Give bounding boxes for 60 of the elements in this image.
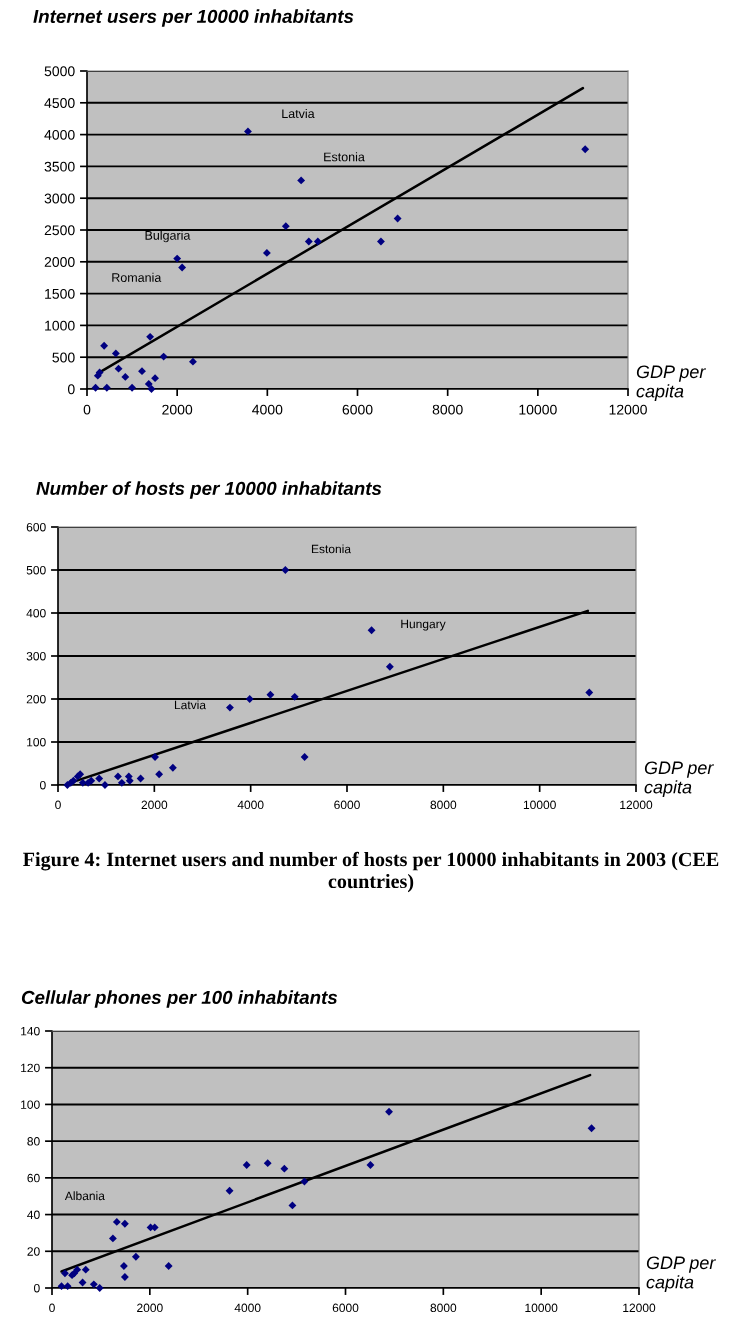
x-tick-label: 2000 [162, 404, 193, 415]
y-tick-label: 140 [21, 1026, 40, 1036]
y-tick-label: 100 [27, 737, 46, 747]
y-tick-label: 120 [21, 1063, 40, 1073]
y-tick-label: 300 [26, 651, 46, 661]
chart-title: Cellular phones per 100 inhabitants [21, 990, 338, 1008]
annotation: Albania [64, 1191, 105, 1201]
x-axis-title: GDP per capita [646, 1256, 716, 1293]
y-tick-label: 5000 [44, 66, 75, 77]
y-tick-label: 600 [26, 522, 46, 532]
x-tick-label: 6000 [334, 800, 360, 810]
caption: Figure 4: Internet users and number of hosts per 10000 inhabitants in 2003 (CEE countries) [23, 851, 719, 893]
y-tick-label: 0 [39, 780, 46, 790]
x-tick-label: 6000 [332, 1303, 359, 1313]
annotation: Estonia [324, 152, 365, 162]
x-tick-label: 2000 [137, 1303, 163, 1313]
x-tick-label: 10000 [523, 800, 556, 810]
x-tick-label: 4000 [252, 404, 283, 415]
y-tick-label: 0 [33, 1283, 40, 1293]
x-tick-label: 8000 [430, 1303, 457, 1313]
x-tick-label: 12000 [620, 800, 653, 810]
x-tick-label: 8000 [430, 800, 457, 810]
y-tick-label: 40 [27, 1210, 40, 1220]
y-tick-label: 200 [26, 694, 46, 704]
y-tick-label: 3000 [44, 193, 75, 204]
y-tick-label: 1000 [45, 320, 75, 331]
x-tick-label: 4000 [234, 1303, 261, 1313]
y-tick-label: 4500 [44, 98, 75, 109]
annotation: Bulgaria [145, 230, 191, 243]
y-tick-label: 400 [26, 608, 46, 618]
annotation: Hungary [401, 619, 446, 631]
y-tick-label: 500 [26, 565, 46, 575]
y-tick-label: 60 [27, 1173, 40, 1183]
x-axis-title: GDP per capita [636, 365, 706, 402]
x-tick-label: 0 [83, 404, 91, 415]
annotation: Latvia [282, 108, 315, 119]
x-tick-label: 10000 [525, 1303, 558, 1313]
y-tick-label: 1500 [45, 288, 75, 299]
x-axis-title: GDP per capita [644, 761, 714, 798]
y-tick-label: 2500 [44, 225, 75, 236]
x-tick-label: 10000 [519, 404, 557, 415]
x-tick-label: 6000 [342, 404, 373, 415]
y-tick-label: 80 [27, 1137, 40, 1146]
y-tick-label: 100 [21, 1100, 40, 1109]
x-tick-label: 4000 [237, 800, 264, 810]
annotation: Romania [112, 272, 162, 282]
y-tick-label: 4000 [44, 129, 75, 140]
x-tick-label: 12000 [609, 404, 647, 415]
chart-title: Internet users per 10000 inhabitants [33, 9, 354, 27]
y-tick-label: 3500 [44, 161, 75, 172]
x-tick-label: 2000 [141, 800, 168, 810]
x-tick-label: 8000 [432, 404, 463, 415]
annotation: Latvia [174, 700, 207, 710]
chart-title: Number of hosts per 10000 inhabitants [36, 481, 382, 499]
annotation: Estonia [311, 544, 352, 554]
x-tick-label: 12000 [623, 1303, 656, 1313]
y-tick-label: 0 [67, 384, 75, 395]
y-tick-label: 20 [27, 1247, 40, 1256]
y-tick-label: 2000 [44, 257, 75, 268]
y-tick-label: 500 [52, 352, 75, 363]
